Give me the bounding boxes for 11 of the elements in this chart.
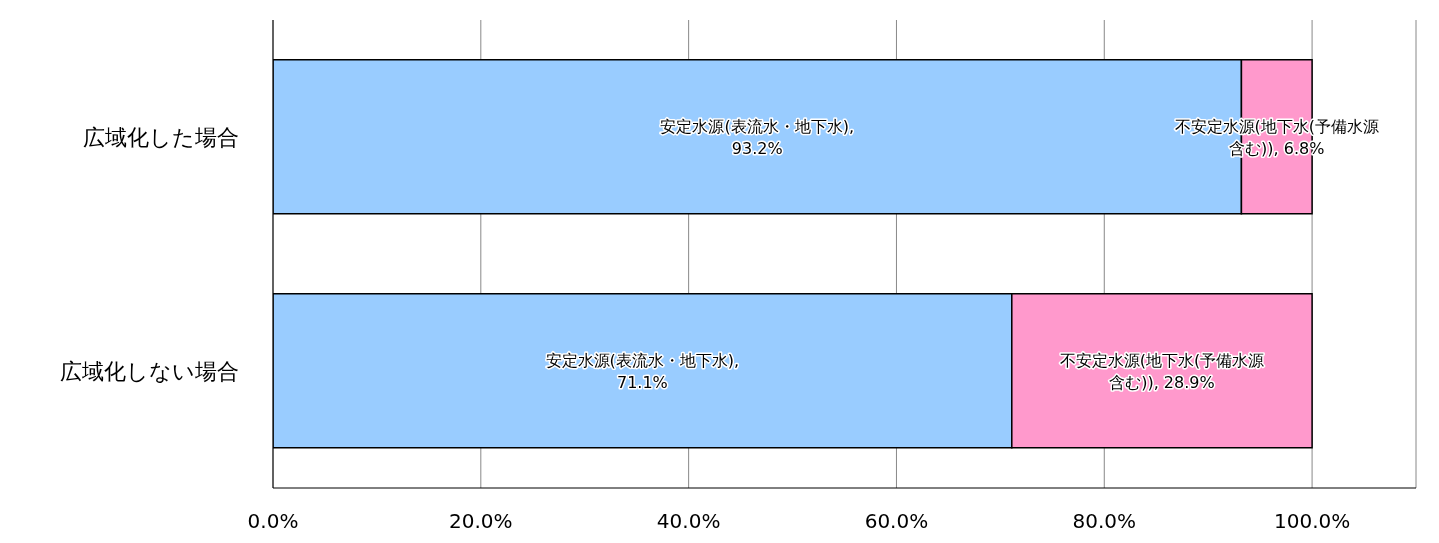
x-tick-label: 60.0% — [864, 509, 929, 534]
data-label: 安定水源(表流水・地下水), 93.2% — [660, 116, 855, 158]
x-tick-label: 100.0% — [1273, 509, 1351, 534]
y-tick-label: 広域化しない場合 — [60, 358, 239, 384]
data-label: 安定水源(表流水・地下水), 71.1% — [545, 350, 740, 392]
y-tick-label: 広域化した場合 — [83, 124, 239, 150]
x-tick-label: 80.0% — [1072, 509, 1137, 534]
x-tick-label: 20.0% — [449, 509, 513, 534]
x-tick-label: 40.0% — [656, 509, 721, 534]
x-tick-label: 0.0% — [247, 509, 299, 534]
data-label: 不安定水源(地下水(予備水源含む)), 28.9% — [1059, 350, 1265, 392]
